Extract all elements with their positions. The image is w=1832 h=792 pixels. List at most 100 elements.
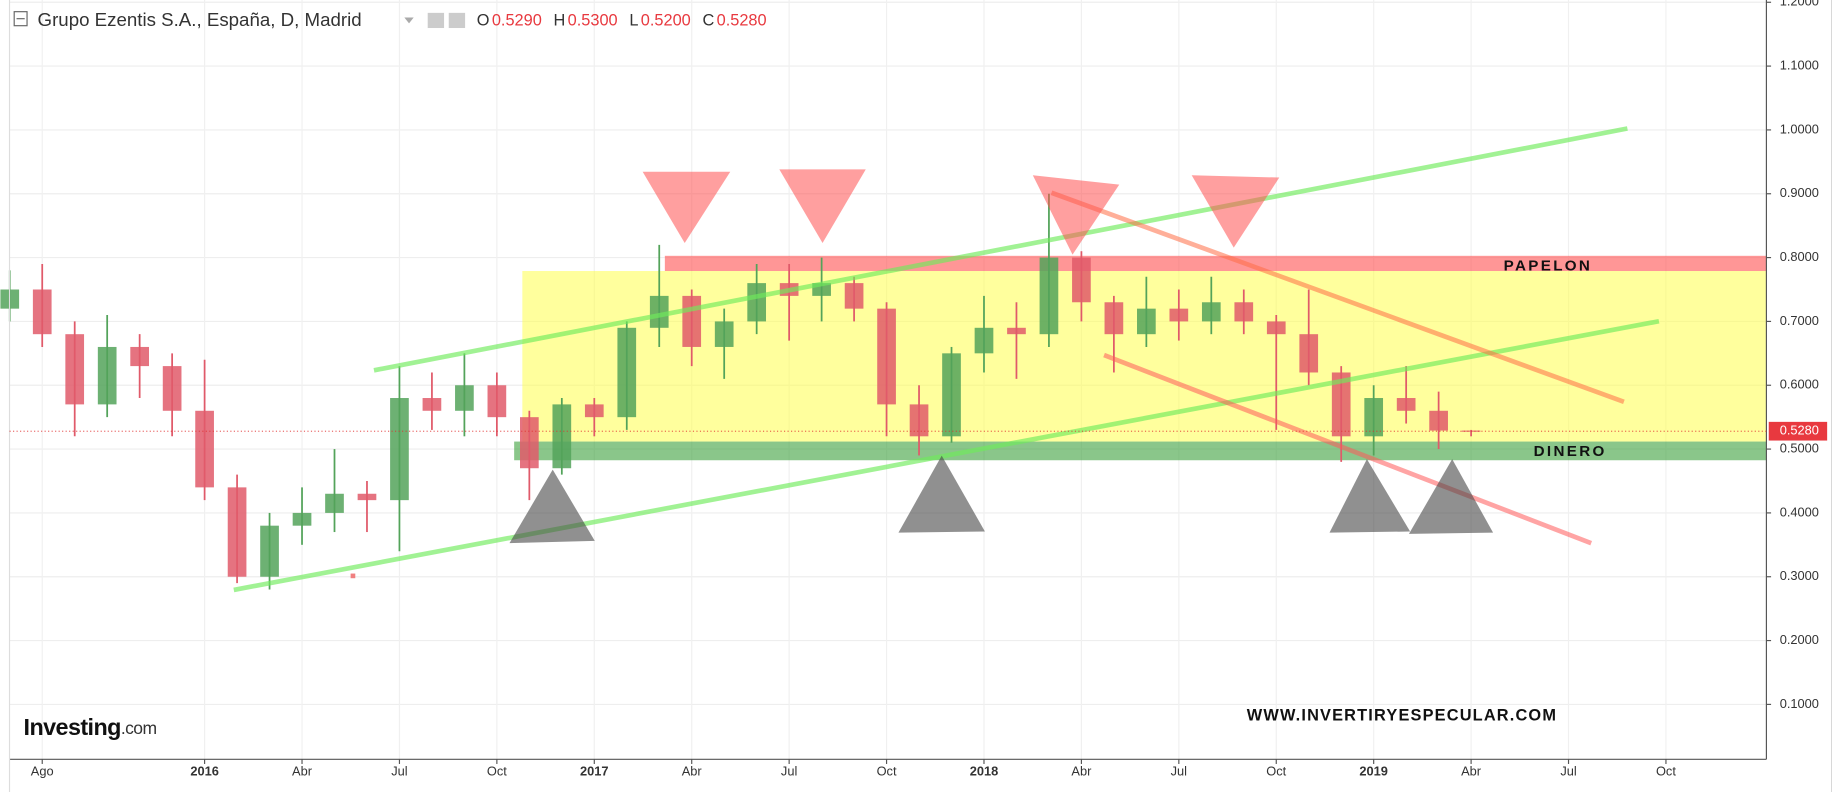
y-tick-label: 0.3000 bbox=[1780, 568, 1819, 583]
x-tick-label: Oct bbox=[487, 764, 507, 779]
dot bbox=[350, 573, 356, 579]
candle-body bbox=[617, 327, 637, 418]
trend-line bbox=[233, 318, 1660, 593]
candle-body bbox=[357, 493, 377, 501]
candle-body bbox=[227, 487, 247, 577]
header-field-label: C bbox=[702, 11, 714, 29]
candle-body bbox=[162, 366, 182, 411]
y-tick-label: 1.2000 bbox=[1780, 0, 1819, 9]
y-tick-label: 0.7000 bbox=[1780, 313, 1819, 328]
settings-icon[interactable] bbox=[427, 12, 445, 29]
candle-body bbox=[1201, 302, 1221, 322]
candle-body bbox=[1299, 334, 1319, 373]
drawings: PAPELON DINERO WWW.INVERTIRYESPECULAR.CO… bbox=[233, 126, 1660, 724]
trend-line bbox=[373, 126, 1628, 373]
header-field-label: O bbox=[477, 11, 490, 29]
candle-body bbox=[1331, 372, 1351, 437]
x-tick-label: Abr bbox=[292, 764, 313, 779]
y-tick-label: 0.1000 bbox=[1780, 696, 1819, 711]
candle-body bbox=[292, 512, 312, 526]
trend-line bbox=[1050, 190, 1625, 405]
trend-line bbox=[1103, 352, 1593, 546]
header-field-value: 0.5200 bbox=[641, 11, 691, 29]
candle-body bbox=[455, 385, 474, 411]
candle-body bbox=[32, 289, 52, 335]
logo-suffix: .com bbox=[121, 718, 157, 738]
x-tick-label: Jul bbox=[391, 764, 407, 779]
x-tick-label: Jul bbox=[781, 764, 797, 779]
candle-body bbox=[97, 346, 117, 405]
candle-body bbox=[1169, 308, 1189, 322]
candle-body bbox=[1072, 257, 1091, 303]
candle-body bbox=[942, 353, 961, 437]
candle-body bbox=[487, 385, 507, 418]
candle-body bbox=[65, 334, 85, 405]
candle-body bbox=[584, 404, 604, 418]
x-tick-label: Jul bbox=[1171, 764, 1187, 779]
header-fields: O 0.5290 H 0.5300 L 0.5200 C 0.5280 bbox=[477, 11, 767, 29]
x-tick-label: Oct bbox=[1656, 764, 1676, 779]
last-price-label: 0.5280 bbox=[1780, 423, 1819, 438]
candle-body bbox=[714, 321, 734, 347]
candle-body bbox=[974, 327, 994, 354]
resistance-zone bbox=[664, 255, 1767, 272]
logo: Investing.com bbox=[24, 714, 157, 740]
candle-body bbox=[390, 398, 409, 501]
y-tick-label: 0.5000 bbox=[1780, 440, 1819, 455]
header-field-label: H bbox=[554, 11, 566, 29]
logo-brand: Investing bbox=[24, 714, 121, 740]
y-tick-label: 1.0000 bbox=[1780, 121, 1819, 136]
header-field-value: 0.5300 bbox=[568, 11, 618, 29]
x-tick-label: Oct bbox=[1266, 764, 1286, 779]
y-tick-label: 0.2000 bbox=[1780, 632, 1819, 647]
collapse-icon[interactable] bbox=[13, 11, 28, 27]
candle-body bbox=[1396, 398, 1416, 411]
y-tick-label: 0.9000 bbox=[1780, 185, 1819, 200]
last-price-box bbox=[1768, 421, 1828, 441]
candle-body bbox=[195, 410, 214, 488]
candle-body bbox=[325, 493, 344, 513]
buy-marker bbox=[898, 455, 985, 533]
axes: 0.1000 0.2000 0.3000 0.4000 0.5000 0.6000 0.70… bbox=[9, 0, 1828, 779]
x-tick-label: Abr bbox=[682, 764, 703, 779]
support-zone bbox=[514, 441, 1767, 461]
candle-body bbox=[649, 295, 669, 328]
sell-marker bbox=[1032, 175, 1120, 255]
x-tick-label: 2016 bbox=[190, 764, 219, 779]
x-tick-label: Abr bbox=[1461, 764, 1482, 779]
y-tick-label: 0.6000 bbox=[1780, 377, 1819, 392]
candle-body bbox=[1234, 302, 1254, 322]
sell-marker bbox=[1191, 175, 1280, 248]
buy-marker bbox=[1408, 459, 1494, 534]
buy-marker bbox=[509, 469, 595, 544]
x-tick-label: Jul bbox=[1560, 764, 1576, 779]
candle-body bbox=[1007, 327, 1026, 335]
drawings bbox=[514, 255, 1767, 461]
chart-title: Grupo Ezentis S.A., España, D, Madrid bbox=[38, 9, 362, 30]
x-tick-label: Oct bbox=[877, 764, 897, 779]
candle-body bbox=[1364, 398, 1384, 437]
x-tick-label: 2017 bbox=[580, 764, 609, 779]
candle-body bbox=[1429, 410, 1448, 431]
buy-marker bbox=[1329, 459, 1411, 533]
candle-body bbox=[747, 283, 767, 322]
website-label: WWW.INVERTIRYESPECULAR.COM bbox=[1247, 706, 1557, 724]
sell-marker bbox=[642, 171, 731, 243]
settings-icon[interactable] bbox=[448, 12, 466, 29]
candle-body bbox=[422, 398, 442, 411]
candle-body bbox=[130, 346, 149, 367]
x-tick-label: 2018 bbox=[970, 764, 999, 779]
y-tick-label: 0.4000 bbox=[1780, 504, 1819, 519]
x-tick-label: Abr bbox=[1071, 764, 1092, 779]
resistance-label: PAPELON bbox=[1504, 257, 1593, 274]
dropdown-icon[interactable] bbox=[404, 17, 414, 24]
candle-body bbox=[1039, 257, 1059, 335]
candle-body bbox=[1266, 321, 1286, 335]
candle-body bbox=[909, 404, 929, 437]
header-field-value: 0.5290 bbox=[492, 11, 542, 29]
candles bbox=[0, 193, 1481, 590]
candle-body bbox=[682, 295, 702, 347]
support-label: DINERO bbox=[1534, 443, 1607, 460]
